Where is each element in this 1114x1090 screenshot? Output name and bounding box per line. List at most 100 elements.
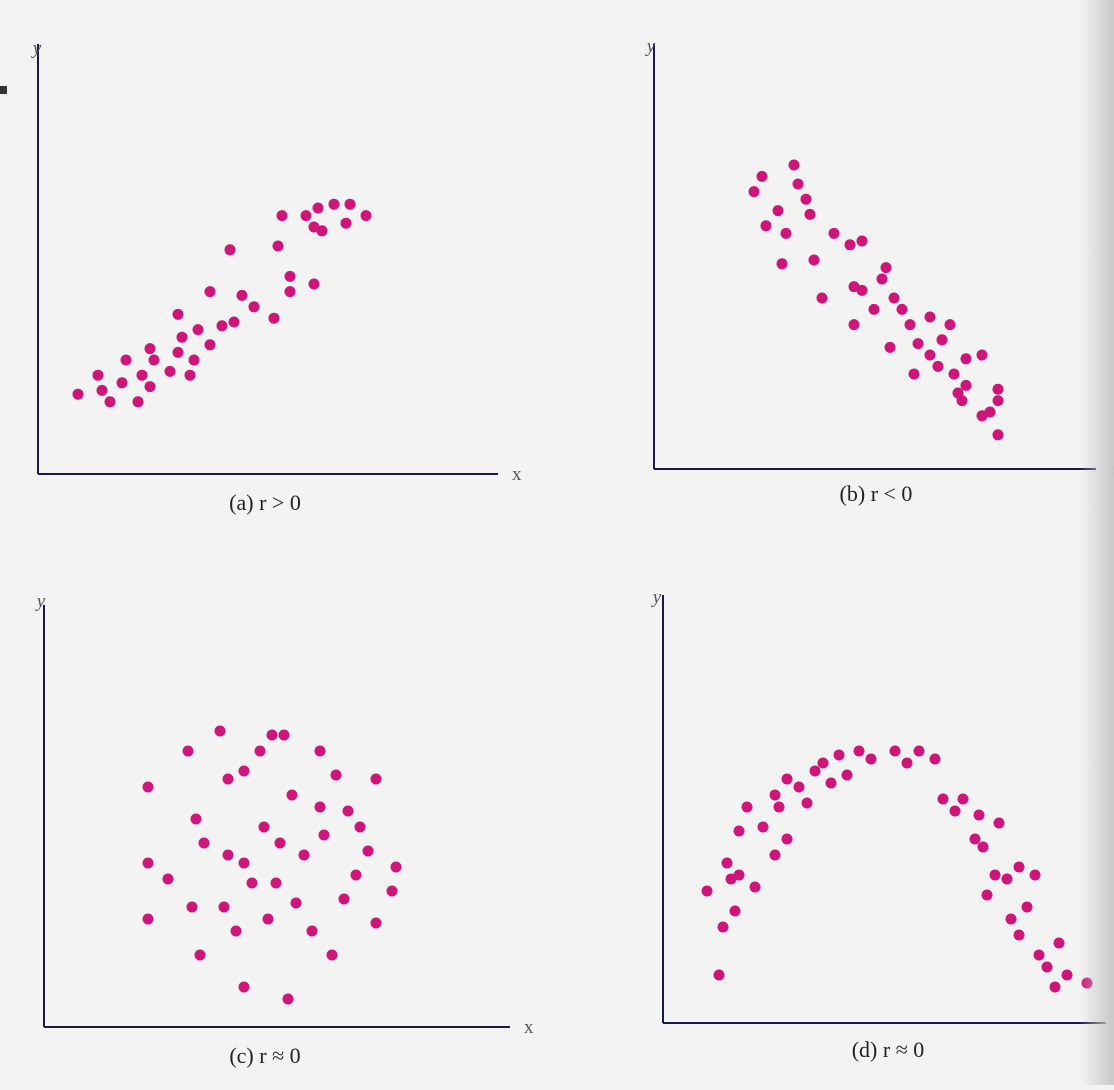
data-point (804, 208, 816, 220)
data-point (338, 893, 350, 905)
data-point (144, 381, 156, 393)
data-point (274, 837, 286, 849)
data-point (198, 837, 210, 849)
scatter-panel: yx(b) r < 0 (645, 36, 1114, 506)
data-point (792, 178, 804, 190)
data-point (781, 773, 793, 785)
data-point (948, 368, 960, 380)
data-point (780, 227, 792, 239)
data-point (833, 749, 845, 761)
data-point (793, 781, 805, 793)
data-point (104, 396, 116, 408)
data-point (816, 292, 828, 304)
data-point (757, 821, 769, 833)
data-point (908, 368, 920, 380)
data-point (204, 286, 216, 298)
data-point (729, 905, 741, 917)
data-point (773, 801, 785, 813)
data-point (246, 877, 258, 889)
data-point (326, 949, 338, 961)
data-point (340, 217, 352, 229)
data-point (224, 244, 236, 256)
data-point (1053, 937, 1065, 949)
data-point (142, 781, 154, 793)
x-axis-label: x (512, 464, 522, 485)
data-point (781, 833, 793, 845)
data-point (132, 396, 144, 408)
data-point (1033, 949, 1045, 961)
data-point (314, 801, 326, 813)
panel-caption: (d) r ≈ 0 (852, 1037, 925, 1062)
data-point (889, 745, 901, 757)
data-point (884, 341, 896, 353)
data-point (120, 354, 132, 366)
data-point (268, 312, 280, 324)
panel-caption: (c) r ≈ 0 (229, 1043, 300, 1068)
data-point (238, 857, 250, 869)
data-point (328, 198, 340, 210)
data-point (218, 901, 230, 913)
data-point (949, 805, 961, 817)
data-point (270, 877, 282, 889)
data-point (969, 833, 981, 845)
data-point (214, 725, 226, 737)
data-point (984, 406, 996, 418)
scatter-panel: y x (c) r ≈ 0 (35, 591, 534, 1068)
data-point (172, 308, 184, 320)
scatter-panel: y x (a) r > 0 (31, 38, 522, 515)
data-point (701, 885, 713, 897)
data-point (176, 331, 188, 343)
data-point (993, 817, 1005, 829)
data-point (733, 825, 745, 837)
data-point (733, 869, 745, 881)
data-point (298, 849, 310, 861)
data-point (976, 349, 988, 361)
data-point (973, 809, 985, 821)
data-point (184, 369, 196, 381)
data-point (844, 239, 856, 251)
y-axis-label: y (651, 587, 662, 608)
data-point (992, 383, 1004, 395)
data-point (929, 753, 941, 765)
data-point (1013, 929, 1025, 941)
data-point (825, 777, 837, 789)
data-point (756, 170, 768, 182)
data-point (1001, 873, 1013, 885)
data-point (284, 286, 296, 298)
data-point (238, 981, 250, 993)
data-point (312, 202, 324, 214)
data-point (713, 969, 725, 981)
data-point (936, 334, 948, 346)
data-point (937, 793, 949, 805)
data-point (868, 303, 880, 315)
data-point (194, 949, 206, 961)
data-point (172, 346, 184, 358)
scatter-panel: yx(d) r ≈ 0 (651, 587, 1106, 1062)
data-point (216, 320, 228, 332)
data-point (876, 273, 888, 285)
data-point (924, 349, 936, 361)
x-axis-label: x (524, 1017, 534, 1038)
data-point (314, 745, 326, 757)
data-point (222, 773, 234, 785)
data-point (992, 429, 1004, 441)
data-point (360, 210, 372, 222)
data-point (344, 198, 356, 210)
data-point (801, 797, 813, 809)
data-point (992, 395, 1004, 407)
data-point (266, 729, 278, 741)
data-point (272, 240, 284, 252)
data-point (977, 841, 989, 853)
data-point (236, 289, 248, 301)
data-point (749, 881, 761, 893)
data-point (390, 861, 402, 873)
data-point (957, 793, 969, 805)
data-point (164, 365, 176, 377)
data-point (354, 821, 366, 833)
data-point (769, 849, 781, 861)
data-point (896, 303, 908, 315)
data-point (308, 278, 320, 290)
data-point (841, 769, 853, 781)
data-point (904, 319, 916, 331)
